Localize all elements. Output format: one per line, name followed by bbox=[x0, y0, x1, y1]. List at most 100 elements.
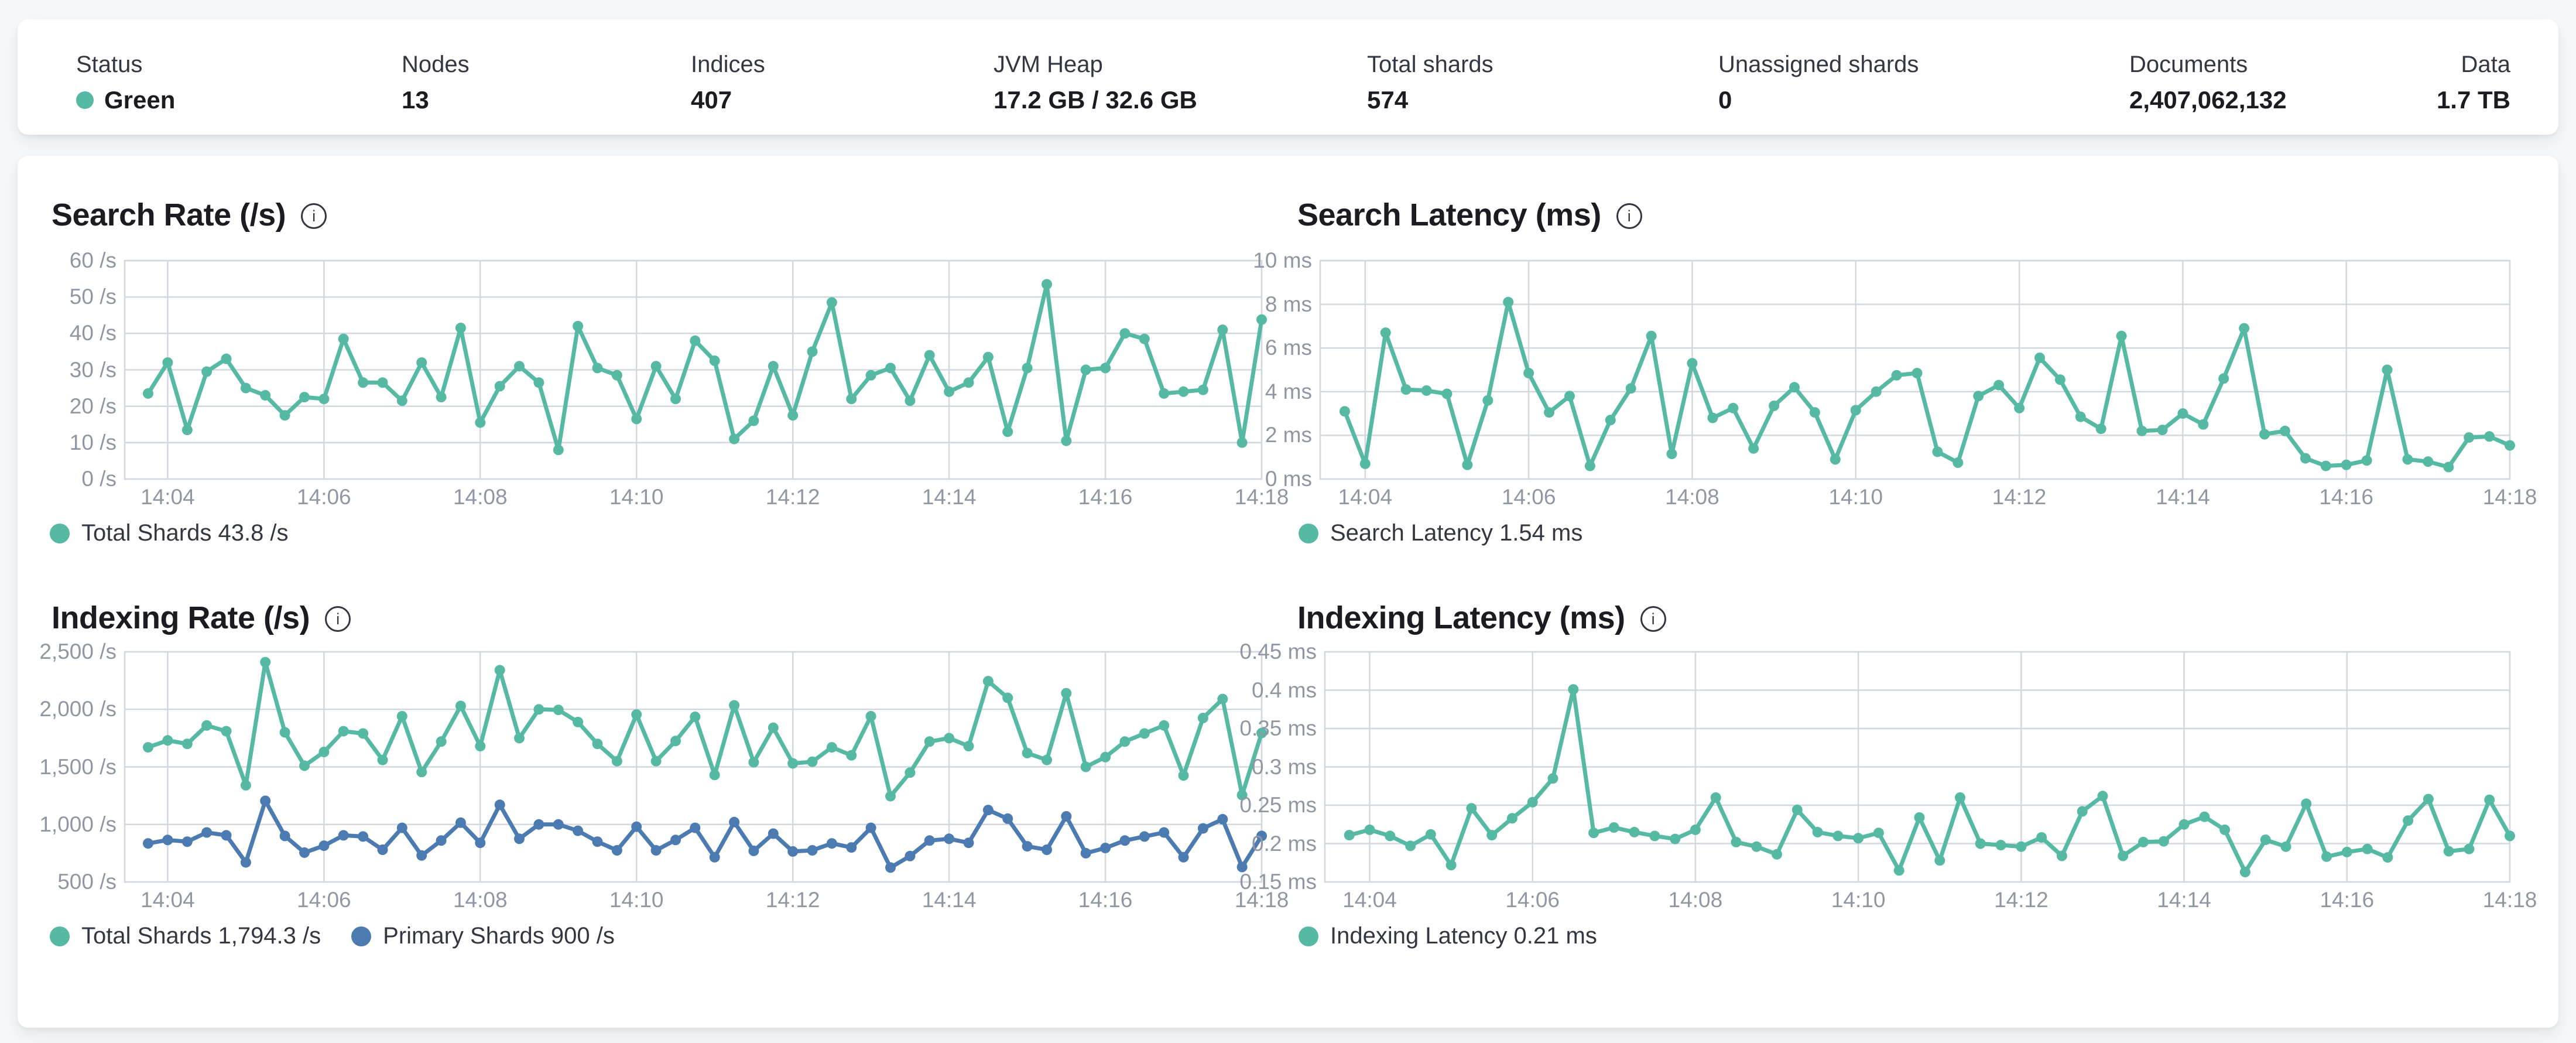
x-axis-label: 14:08 bbox=[1668, 888, 1723, 912]
y-axis-label: 30 /s bbox=[69, 357, 117, 382]
search-latency-legend: Search Latency 1.54 ms bbox=[1299, 520, 1582, 546]
stat-label: Nodes bbox=[402, 52, 470, 77]
y-axis-label: 0.25 ms bbox=[1239, 793, 1317, 817]
legend-dot-icon bbox=[50, 926, 70, 946]
stat-data-size: Data 1.7 TB bbox=[2437, 52, 2510, 114]
y-axis-label: 0.45 ms bbox=[1239, 640, 1317, 664]
y-axis-label: 1,500 /s bbox=[39, 754, 117, 779]
stat-label: Indices bbox=[691, 52, 765, 77]
stat-unassigned-shards: Unassigned shards 0 bbox=[1718, 52, 1919, 114]
indexing-rate-chart-plot[interactable] bbox=[124, 651, 1267, 883]
legend-item[interactable]: Primary Shards 900 /s bbox=[351, 923, 615, 949]
x-axis-label: 14:04 bbox=[1342, 888, 1397, 912]
indexing-rate-title: Indexing Rate (/s) i bbox=[52, 600, 351, 636]
chart-title-text: Search Rate (/s) bbox=[52, 197, 286, 232]
legend-dot-icon bbox=[50, 523, 70, 543]
stat-indices: Indices 407 bbox=[691, 52, 765, 114]
x-axis-label: 14:14 bbox=[2156, 485, 2210, 509]
y-axis-label: 0.2 ms bbox=[1251, 831, 1317, 856]
y-axis-label: 20 /s bbox=[69, 394, 117, 418]
chart-title-text: Search Latency (ms) bbox=[1297, 197, 1601, 232]
search-rate-chart-plot[interactable] bbox=[124, 259, 1267, 480]
info-icon[interactable]: i bbox=[1616, 203, 1642, 229]
info-icon[interactable]: i bbox=[301, 203, 327, 229]
stat-label: Documents bbox=[2129, 52, 2248, 77]
x-axis-label: 14:04 bbox=[1338, 485, 1393, 509]
x-axis-label: 14:08 bbox=[1665, 485, 1719, 509]
stat-total-shards: Total shards 574 bbox=[1367, 52, 1493, 114]
stat-label: Data bbox=[2461, 52, 2511, 77]
y-axis-label: 50 /s bbox=[69, 285, 117, 309]
y-axis-label: 10 /s bbox=[69, 430, 117, 454]
legend-item[interactable]: Indexing Latency 0.21 ms bbox=[1299, 923, 1597, 949]
legend-dot-icon bbox=[1299, 926, 1318, 946]
indexing-latency-title: Indexing Latency (ms) i bbox=[1297, 600, 1666, 636]
x-axis-label: 14:10 bbox=[609, 485, 664, 509]
legend-item[interactable]: Total Shards 43.8 /s bbox=[50, 520, 289, 546]
info-icon[interactable]: i bbox=[1640, 606, 1666, 632]
stat-label: JVM Heap bbox=[994, 52, 1103, 77]
x-axis-label: 14:12 bbox=[765, 485, 820, 509]
stat-value: 17.2 GB / 32.6 GB bbox=[994, 86, 1197, 114]
y-axis-label: 2,500 /s bbox=[39, 640, 117, 664]
x-axis-label: 14:16 bbox=[2320, 888, 2375, 912]
x-axis-label: 14:06 bbox=[297, 888, 351, 912]
stat-label: Status bbox=[76, 52, 143, 77]
chart-title-text: Indexing Rate (/s) bbox=[52, 600, 310, 635]
stat-status: Status Green bbox=[76, 52, 175, 114]
x-axis-label: 14:14 bbox=[2157, 888, 2211, 912]
legend-dot-icon bbox=[351, 926, 372, 946]
y-axis-label: 0.3 ms bbox=[1251, 754, 1317, 779]
x-axis-label: 14:14 bbox=[922, 485, 977, 509]
search-rate-legend: Total Shards 43.8 /s bbox=[50, 520, 289, 546]
info-icon[interactable]: i bbox=[325, 606, 351, 632]
stat-value: 574 bbox=[1367, 86, 1409, 114]
x-axis-label: 14:18 bbox=[2482, 888, 2537, 912]
legend-dot-icon bbox=[1299, 523, 1318, 543]
x-axis-label: 14:18 bbox=[1234, 485, 1289, 509]
search-latency-chart-plot[interactable] bbox=[1319, 259, 2515, 480]
stat-value: 13 bbox=[402, 86, 429, 114]
y-axis-label: 40 /s bbox=[69, 321, 117, 346]
x-axis-label: 14:08 bbox=[453, 888, 508, 912]
x-axis-label: 14:18 bbox=[1234, 888, 1289, 912]
y-axis-label: 8 ms bbox=[1265, 292, 1312, 316]
stat-value: 2,407,062,132 bbox=[2129, 86, 2287, 114]
x-axis-label: 14:16 bbox=[1078, 888, 1133, 912]
stat-value: Green bbox=[104, 86, 176, 114]
x-axis-label: 14:06 bbox=[1501, 485, 1556, 509]
indexing-latency-legend: Indexing Latency 0.21 ms bbox=[1299, 923, 1597, 949]
legend-label: Indexing Latency 0.21 ms bbox=[1330, 923, 1597, 949]
legend-item[interactable]: Search Latency 1.54 ms bbox=[1299, 520, 1582, 546]
x-axis-label: 14:16 bbox=[2319, 485, 2373, 509]
x-axis-label: 14:14 bbox=[922, 888, 977, 912]
stat-documents: Documents 2,407,062,132 bbox=[2129, 52, 2287, 114]
legend-label: Search Latency 1.54 ms bbox=[1330, 520, 1583, 546]
indexing-latency-chart-plot[interactable] bbox=[1324, 651, 2515, 883]
y-axis-label: 1,000 /s bbox=[39, 812, 117, 836]
legend-label: Total Shards 43.8 /s bbox=[81, 520, 289, 546]
legend-item[interactable]: Total Shards 1,794.3 /s bbox=[50, 923, 321, 949]
x-axis-label: 14:08 bbox=[453, 485, 508, 509]
x-axis-label: 14:16 bbox=[1078, 485, 1133, 509]
legend-label: Primary Shards 900 /s bbox=[383, 923, 615, 949]
x-axis-label: 14:12 bbox=[1994, 888, 2049, 912]
stat-value: 0 bbox=[1718, 86, 1732, 114]
y-axis-label: 4 ms bbox=[1265, 379, 1312, 403]
y-axis-label: 0 ms bbox=[1265, 467, 1312, 491]
y-axis-label: 0.4 ms bbox=[1251, 678, 1317, 702]
x-axis-label: 14:10 bbox=[1831, 888, 1886, 912]
y-axis-label: 0.35 ms bbox=[1239, 716, 1317, 740]
stat-label: Unassigned shards bbox=[1718, 52, 1919, 77]
indexing-rate-legend: Total Shards 1,794.3 /s Primary Shards 9… bbox=[50, 923, 615, 949]
stat-value: 1.7 TB bbox=[2436, 86, 2510, 114]
stat-nodes: Nodes 13 bbox=[402, 52, 470, 114]
x-axis-label: 14:12 bbox=[1992, 485, 2047, 509]
stat-jvm-heap: JVM Heap 17.2 GB / 32.6 GB bbox=[994, 52, 1197, 114]
stat-label: Total shards bbox=[1367, 52, 1493, 77]
x-axis-label: 14:12 bbox=[765, 888, 820, 912]
y-axis-label: 2 ms bbox=[1265, 423, 1312, 447]
stat-value: 407 bbox=[691, 86, 732, 114]
x-axis-label: 14:10 bbox=[609, 888, 664, 912]
y-axis-label: 0.15 ms bbox=[1239, 870, 1317, 894]
